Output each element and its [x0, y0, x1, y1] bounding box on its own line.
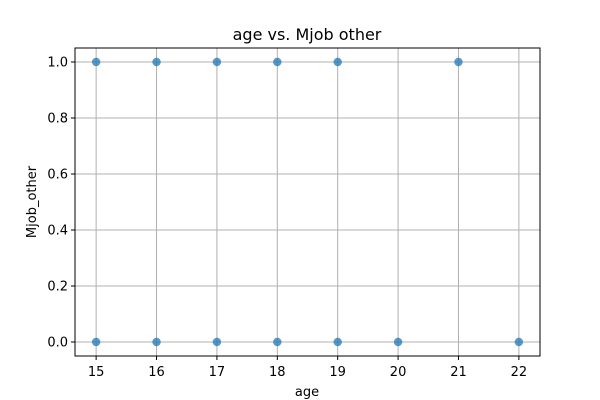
x-axis-label: age: [295, 385, 319, 400]
x-tick-label: 17: [209, 365, 226, 380]
y-tick-label: 0.4: [47, 224, 68, 239]
scatter-point: [333, 57, 342, 67]
x-tick-label: 18: [269, 365, 286, 380]
scatter-point: [514, 337, 524, 347]
x-tick-label: 20: [390, 365, 407, 380]
scatter-point: [152, 57, 161, 67]
x-axis-ticks: 15 16 17 18 19 20 21 22: [88, 356, 527, 380]
chart-title: age vs. Mjob other: [233, 25, 382, 44]
scatter-point: [273, 57, 282, 67]
y-tick-label: 0.0: [47, 336, 68, 351]
x-tick-label: 16: [148, 365, 165, 380]
y-tick-label: 0.2: [47, 280, 68, 295]
scatter-point: [91, 57, 101, 67]
x-tick-label: 19: [329, 365, 346, 380]
x-tick-label: 22: [511, 365, 528, 380]
x-tick-label: 21: [450, 365, 467, 380]
scatter-point: [152, 337, 161, 347]
plot-area-frame: [74, 47, 541, 357]
scatter-point: [212, 337, 222, 347]
data-points: [91, 57, 524, 347]
y-tick-label: 1.0: [47, 56, 68, 71]
y-tick-label: 0.6: [47, 168, 68, 183]
scatter-point: [91, 337, 101, 347]
scatter-point: [212, 57, 222, 67]
y-tick-label: 0.8: [47, 112, 68, 127]
x-tick-label: 15: [88, 365, 105, 380]
y-axis-label: Mjob_other: [25, 165, 40, 238]
grid-lines: [75, 48, 540, 356]
scatter-point: [273, 337, 282, 347]
scatter-point: [333, 337, 342, 347]
y-axis-ticks: 0.0 0.2 0.4 0.6 0.8 1.0: [47, 56, 75, 351]
scatter-point: [454, 57, 463, 67]
scatter-point: [393, 337, 403, 347]
